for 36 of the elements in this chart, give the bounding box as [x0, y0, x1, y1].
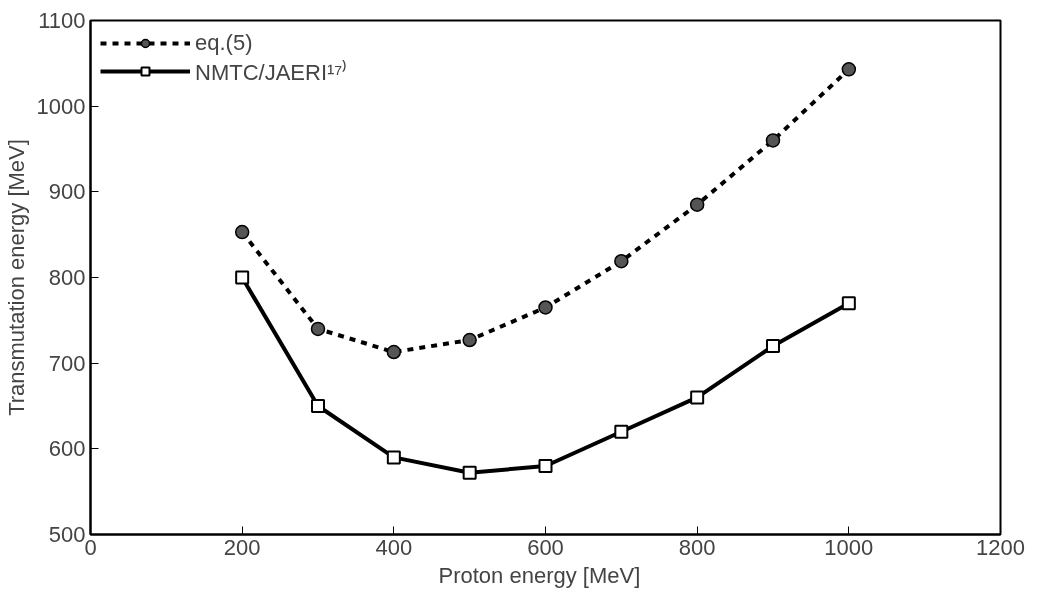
- x-tick-label: 400: [375, 534, 413, 560]
- point: [766, 339, 780, 354]
- legend-label: eq.(5): [195, 30, 253, 56]
- y-tick-label: 800: [48, 265, 86, 290]
- point: [462, 332, 477, 348]
- point: [538, 458, 553, 473]
- x-tick-label: 1000: [824, 534, 874, 560]
- point: [386, 344, 402, 360]
- point: [235, 270, 250, 285]
- point: [386, 450, 401, 465]
- point: [462, 465, 477, 480]
- x-tick-label: 1200: [976, 534, 1025, 560]
- point: [841, 62, 857, 77]
- point: [311, 399, 325, 413]
- point: [689, 197, 705, 212]
- point: [310, 321, 326, 337]
- point: [614, 253, 629, 269]
- y-tick-label: 1100: [38, 8, 86, 33]
- y-tick-label: 500: [48, 522, 86, 547]
- x-tick-label: 800: [678, 534, 716, 560]
- point: [765, 133, 781, 148]
- y-tick-label: 700: [48, 350, 86, 376]
- legend-label: NMTC/JAERI¹⁷⁾: [195, 59, 348, 86]
- y-tick-label: 1000: [36, 93, 86, 119]
- x-tick-label: 600: [527, 534, 564, 560]
- point: [538, 300, 553, 315]
- point: [841, 296, 856, 311]
- x-tick-label: 200: [223, 534, 261, 560]
- y-tick-label: 600: [48, 436, 86, 462]
- x-tick-label: 0: [84, 534, 97, 560]
- x-axis-title: Proton energy [MeV]: [438, 562, 641, 588]
- y-tick-label: 900: [48, 179, 86, 205]
- point: [690, 390, 705, 405]
- point: [234, 224, 250, 240]
- y-axis-title: Transmutation energy [MeV]: [3, 139, 29, 416]
- point: [614, 424, 629, 439]
